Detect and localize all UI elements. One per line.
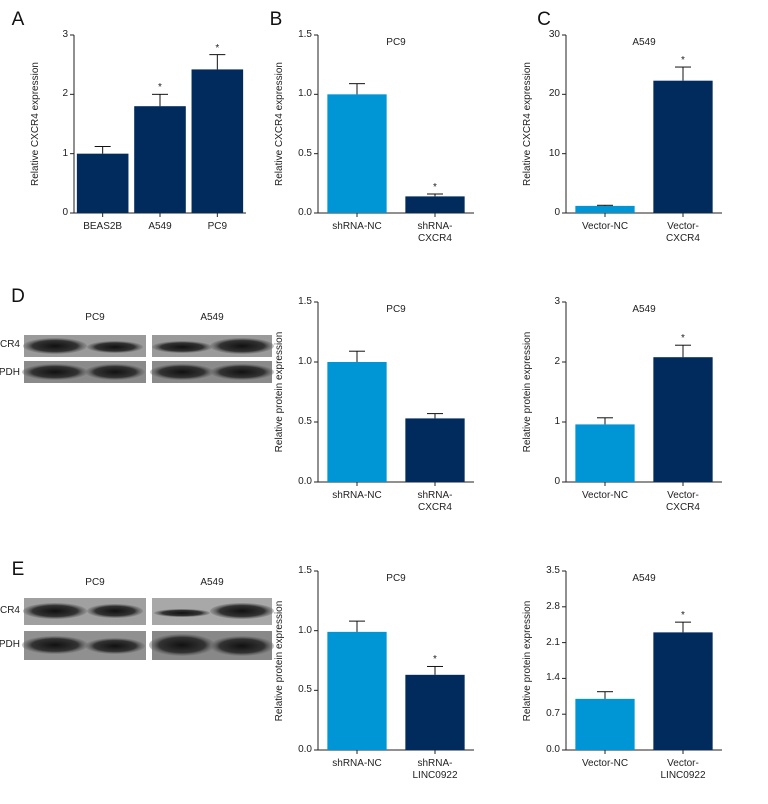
y-axis-label: Relative CXCR4 expression [522, 62, 533, 186]
y-tick-label: 20 [548, 88, 560, 100]
x-tick-label: Vector-NC [581, 221, 629, 232]
bar [327, 94, 387, 213]
x-tick-label: Vector- CXCR4 [666, 221, 700, 244]
bar [327, 362, 387, 482]
x-tick-label: shRNA- LINC0922 [412, 758, 458, 781]
bar [653, 632, 713, 750]
x-tick-label: shRNA-NC [332, 221, 382, 232]
y-tick-label: 3 [554, 296, 560, 307]
x-tick-label: Vector- CXCR4 [666, 490, 700, 513]
y-tick-label: 0.5 [298, 416, 312, 427]
y-tick-label: 0 [554, 476, 560, 487]
y-axis-label: Relative CXCR4 expression [274, 62, 285, 186]
x-tick-label: A549 [148, 221, 172, 232]
x-tick-label: shRNA-NC [332, 490, 382, 501]
y-tick-label: 1.0 [298, 88, 312, 100]
bar [653, 80, 713, 213]
blot-d [22, 335, 274, 383]
y-tick-label: 0.5 [298, 147, 312, 159]
y-axis-label: Relative protein expression [274, 600, 285, 721]
y-tick-label: 0.7 [546, 708, 560, 720]
y-tick-label: 1.0 [298, 624, 312, 636]
y-tick-label: 1.0 [298, 356, 312, 367]
y-tick-label: 0.0 [298, 476, 312, 487]
y-tick-label: 1.4 [546, 672, 560, 684]
significance-mark: * [433, 182, 437, 193]
significance-mark: * [158, 82, 162, 94]
x-tick-label: shRNA- CXCR4 [417, 490, 453, 513]
blot-group-label: A549 [200, 312, 224, 323]
y-tick-label: 1.5 [298, 296, 312, 307]
bar [653, 357, 713, 482]
bar [327, 631, 387, 750]
significance-mark: * [681, 55, 685, 67]
y-tick-label: 1.5 [298, 29, 312, 40]
y-tick-label: 2.8 [546, 600, 560, 612]
blot-row-label: GAPDH [0, 367, 20, 378]
panel-letter: B [269, 9, 283, 30]
y-tick-label: 1 [554, 416, 560, 427]
blot-group-label: PC9 [85, 577, 105, 588]
bar [76, 153, 129, 213]
y-tick-label: 1.5 [298, 565, 312, 576]
y-tick-label: 2 [62, 88, 68, 100]
chart-title: A549 [632, 573, 656, 584]
bar [575, 698, 635, 750]
chart-title: A549 [632, 304, 656, 315]
panel-letter: C [537, 9, 551, 30]
y-tick-label: 1 [62, 147, 68, 159]
x-tick-label: shRNA-NC [332, 758, 382, 769]
y-axis-label: Relative CXCR4 expression [30, 62, 41, 186]
x-tick-label: Vector-NC [581, 758, 629, 769]
blot-row-label: GAPDH [0, 639, 20, 650]
y-tick-label: 2.1 [546, 636, 560, 648]
y-tick-label: 0.0 [298, 744, 312, 755]
y-tick-label: 0.5 [298, 684, 312, 696]
y-tick-label: 3 [62, 29, 68, 40]
x-tick-label: BEAS2B [83, 221, 123, 232]
bar [575, 424, 635, 482]
y-tick-label: 0.0 [546, 744, 560, 755]
blot-group-label: PC9 [85, 312, 105, 323]
x-tick-label: shRNA- CXCR4 [417, 221, 453, 244]
y-axis-label: Relative protein expression [274, 331, 285, 453]
y-axis-label: Relative protein expression [522, 331, 533, 453]
panel-letter: A [11, 9, 25, 30]
bar [405, 418, 465, 482]
panel-letter: D [11, 286, 25, 307]
bar [405, 196, 465, 213]
significance-mark: * [433, 654, 437, 666]
bar [575, 205, 635, 213]
significance-mark: * [681, 610, 685, 622]
chart-title: PC9 [386, 573, 406, 584]
bar [191, 69, 244, 213]
significance-mark: * [215, 42, 220, 54]
y-tick-label: 0 [62, 207, 68, 218]
blot-row-label: CXCR4 [0, 339, 20, 350]
panel-letter: E [11, 559, 25, 580]
y-tick-label: 0 [554, 207, 560, 218]
y-tick-label: 10 [548, 147, 560, 159]
y-tick-label: 3.5 [546, 565, 560, 576]
blot-row-label: CXCR4 [0, 605, 20, 616]
chart-title: PC9 [386, 37, 406, 48]
bar [405, 674, 465, 750]
x-tick-label: Vector- LINC0922 [660, 758, 706, 781]
blot-group-label: A549 [200, 577, 224, 588]
bar [134, 106, 186, 213]
x-tick-label: PC9 [207, 221, 228, 232]
chart-title: PC9 [386, 304, 406, 315]
y-axis-label: Relative protein expression [522, 600, 533, 721]
y-tick-label: 0.0 [298, 207, 312, 218]
y-tick-label: 2 [554, 356, 560, 367]
x-tick-label: Vector-NC [581, 490, 629, 501]
chart-title: A549 [632, 37, 656, 48]
y-tick-label: 30 [548, 29, 560, 40]
significance-mark: * [681, 333, 685, 345]
blot-e [22, 598, 274, 660]
